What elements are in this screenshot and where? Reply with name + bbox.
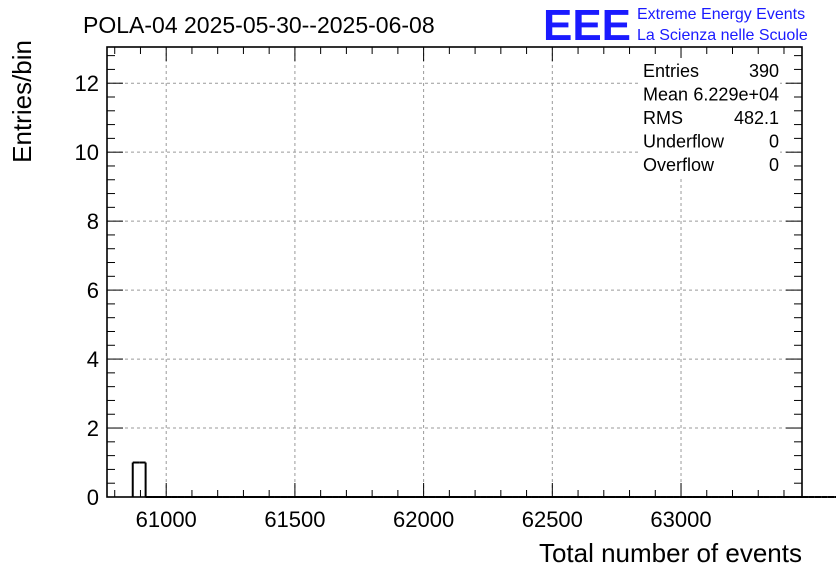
plot-frame bbox=[106, 46, 803, 498]
stats-box: Entries 390 Mean 6.229e+04 RMS 482.1 Underflow… bbox=[640, 58, 780, 178]
y-tick-label: 2 bbox=[87, 416, 99, 441]
y-tick-label: 12 bbox=[75, 71, 99, 96]
stats-label: Mean bbox=[643, 85, 688, 105]
eee-logo-line2: La Scienza nelle Scuole bbox=[637, 27, 808, 44]
x-tick-label: 61500 bbox=[264, 507, 325, 532]
stats-box-background bbox=[640, 58, 780, 178]
axis-ticks bbox=[107, 47, 802, 498]
y-tick-label: 10 bbox=[75, 140, 99, 165]
stats-value: 390 bbox=[749, 61, 779, 81]
stats-label: Overflow bbox=[643, 155, 715, 175]
stats-label: RMS bbox=[643, 108, 683, 128]
stats-label: Underflow bbox=[643, 132, 725, 152]
histogram-series bbox=[131, 461, 836, 498]
y-axis-label: Entries/bin bbox=[7, 40, 37, 163]
y-tick-label: 4 bbox=[87, 347, 99, 372]
stats-value: 0 bbox=[769, 132, 779, 152]
x-tick-label: 62000 bbox=[393, 507, 454, 532]
x-tick-label: 62500 bbox=[522, 507, 583, 532]
chart-title: POLA-04 2025-05-30--2025-06-08 bbox=[83, 12, 435, 38]
eee-logo-mark: EEE bbox=[543, 1, 631, 50]
x-tick-label: 61000 bbox=[136, 507, 197, 532]
stats-label: Entries bbox=[643, 61, 699, 81]
stats-value: 0 bbox=[769, 155, 779, 175]
eee-logo-line1: Extreme Energy Events bbox=[637, 6, 805, 23]
tick-labels: 61000 61500 62000 62500 63000 0 2 4 6 8 10 12 bbox=[75, 71, 712, 532]
stats-value: 6.229e+04 bbox=[693, 85, 779, 105]
x-tick-label: 63000 bbox=[650, 507, 711, 532]
y-tick-label: 8 bbox=[87, 209, 99, 234]
x-axis-label: Total number of events bbox=[539, 538, 802, 568]
y-tick-label: 6 bbox=[87, 278, 99, 303]
eee-logo: EEE Extreme Energy Events La Scienza nel… bbox=[543, 1, 808, 50]
stats-value: 482.1 bbox=[734, 108, 779, 128]
y-tick-label: 0 bbox=[87, 485, 99, 510]
